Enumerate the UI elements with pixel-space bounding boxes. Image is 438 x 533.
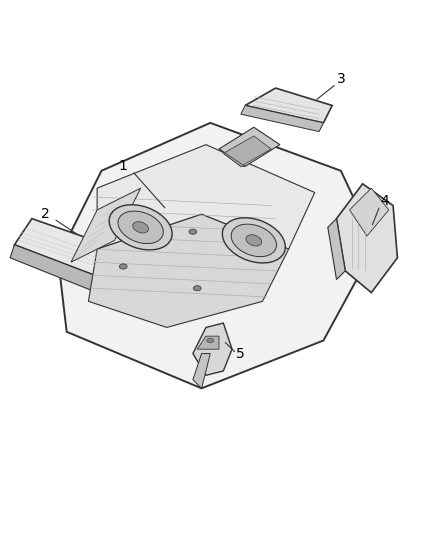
Polygon shape xyxy=(245,88,332,123)
Polygon shape xyxy=(88,214,289,327)
Ellipse shape xyxy=(207,338,214,343)
Polygon shape xyxy=(219,127,280,166)
Text: 3: 3 xyxy=(336,72,345,86)
Text: 1: 1 xyxy=(119,159,128,173)
Ellipse shape xyxy=(223,218,285,263)
Ellipse shape xyxy=(118,211,163,244)
Polygon shape xyxy=(97,144,315,249)
Polygon shape xyxy=(193,323,232,375)
Polygon shape xyxy=(328,219,345,279)
Text: 4: 4 xyxy=(380,194,389,208)
Polygon shape xyxy=(58,123,376,389)
Text: 5: 5 xyxy=(237,346,245,360)
Polygon shape xyxy=(336,184,397,293)
Polygon shape xyxy=(193,353,210,389)
Ellipse shape xyxy=(109,205,172,250)
Ellipse shape xyxy=(119,264,127,269)
Ellipse shape xyxy=(133,222,148,233)
Polygon shape xyxy=(10,245,106,293)
Ellipse shape xyxy=(246,235,261,246)
Polygon shape xyxy=(223,136,271,166)
Ellipse shape xyxy=(231,224,276,257)
Polygon shape xyxy=(14,219,119,279)
Text: 2: 2 xyxy=(41,207,49,221)
Polygon shape xyxy=(219,149,245,166)
Polygon shape xyxy=(71,188,141,262)
Ellipse shape xyxy=(193,286,201,291)
Polygon shape xyxy=(241,106,323,132)
Ellipse shape xyxy=(189,229,197,235)
Polygon shape xyxy=(350,188,389,236)
Polygon shape xyxy=(197,336,219,349)
